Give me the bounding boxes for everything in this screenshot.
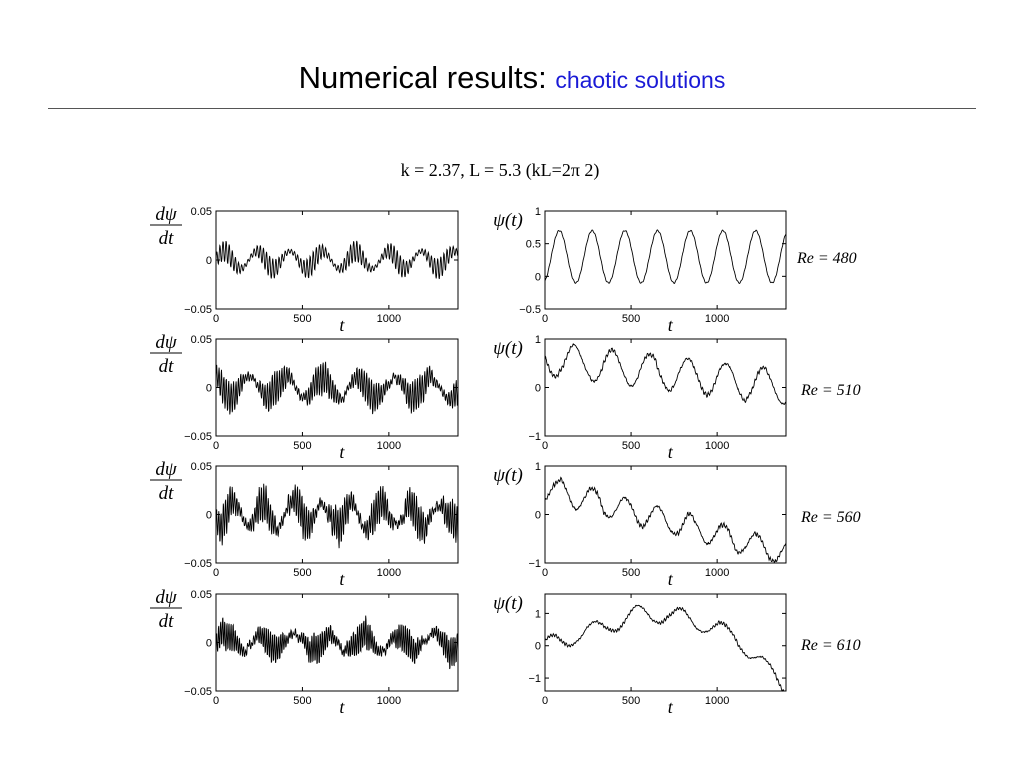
psi-panel-3-xtick-label: 1000 <box>705 567 729 579</box>
psi-panel-4-xtick-label: 500 <box>622 695 640 707</box>
dpsidt-panel-3-xtick-label: 0 <box>213 567 219 579</box>
psi-panel-1-data-line <box>544 229 787 285</box>
dpsidt-panel-1-data-line <box>215 240 459 280</box>
psi-panel-4-xlabel: t <box>668 697 674 717</box>
dpsidt-panel-2-xlabel: t <box>339 442 345 462</box>
dpsidt-panel-2-ytick-label: −0.05 <box>184 431 212 443</box>
psi-panel-2-ytick-label: 0 <box>535 383 541 395</box>
psi-panel-1-ylabel: ψ(t) <box>493 210 523 231</box>
psi-panel-3-xlabel: t <box>668 569 674 589</box>
psi-panel-1-xtick-label: 0 <box>542 313 548 325</box>
dpsidt-panel-2-xtick-label: 0 <box>213 440 219 452</box>
dpsidt-panel-3-xtick-label: 500 <box>293 567 311 579</box>
psi-panel-1-ytick-label: 0 <box>535 271 541 283</box>
psi-panel-3-xtick-label: 0 <box>542 567 548 579</box>
psi-panel-2-xlabel: t <box>668 442 674 462</box>
psi-panel-4-re-annotation: Re = 610 <box>800 637 861 654</box>
psi-panel-4-ytick-label: 1 <box>535 608 541 620</box>
psi-panel-1-ytick-label: 0.5 <box>526 239 541 251</box>
dpsidt-panel-1-xtick-label: 500 <box>293 313 311 325</box>
psi-panel-4-ytick-label: 0 <box>535 641 541 653</box>
dpsidt-panel-1-xlabel: t <box>339 315 345 335</box>
dpsidt-panel-2-xtick-label: 1000 <box>377 440 401 452</box>
psi-panel-1-xtick-label: 1000 <box>705 313 729 325</box>
psi-panel-4-ylabel: ψ(t) <box>493 593 523 614</box>
dpsidt-panel-4-ytick-label: −0.05 <box>184 686 212 698</box>
dpsidt-panel-1-ylabel-num: dψ <box>155 204 178 225</box>
psi-panel-2-data-line <box>544 342 787 405</box>
psi-panel-4-xtick-label: 0 <box>542 695 548 707</box>
psi-panel-4-ytick-label: −1 <box>528 673 541 685</box>
psi-panel-1-re-annotation: Re = 480 <box>796 250 857 267</box>
dpsidt-panel-4-xtick-label: 500 <box>293 695 311 707</box>
dpsidt-panel-3-xtick-label: 1000 <box>377 567 401 579</box>
dpsidt-panel-4-ytick-label: 0.05 <box>191 589 212 601</box>
psi-panel-1-axes-box <box>544 210 787 310</box>
dpsidt-panel-1-ytick-label: −0.05 <box>184 304 212 316</box>
psi-panel-3-ytick-label: −1 <box>528 558 541 570</box>
dpsidt-panel-1-ytick-label: 0.05 <box>191 206 212 218</box>
psi-panel-3-data-line <box>544 476 787 564</box>
dpsidt-panel-4-ytick-label: 0 <box>206 638 212 650</box>
psi-panel-3-axes-box <box>544 465 787 564</box>
title-divider <box>48 108 976 109</box>
dpsidt-panel-4-data-line <box>215 615 459 670</box>
title-main: Numerical results: <box>298 60 547 95</box>
dpsidt-panel-1-xtick-label: 0 <box>213 313 219 325</box>
psi-panel-1-xtick-label: 500 <box>622 313 640 325</box>
title-subtitle: chaotic solutions <box>555 67 726 93</box>
dpsidt-panel-1-ylabel-den: dt <box>159 228 175 249</box>
dpsidt-panel-4-xtick-label: 0 <box>213 695 219 707</box>
dpsidt-panel-3-xlabel: t <box>339 569 345 589</box>
dpsidt-panel-1-axes-box <box>215 210 459 310</box>
dpsidt-panel-3-ytick-label: −0.05 <box>184 558 212 570</box>
slide-title: Numerical results: chaotic solutions <box>0 60 1024 96</box>
dpsidt-panel-4-ylabel-num: dψ <box>155 587 178 608</box>
dpsidt-panel-2-data-line <box>215 361 459 415</box>
psi-panel-3-ytick-label: 0 <box>535 510 541 522</box>
dpsidt-panel-2-ylabel-den: dt <box>159 356 175 377</box>
dpsidt-panel-4-xlabel: t <box>339 697 345 717</box>
parameter-caption: k = 2.37, L = 5.3 (kL=2π 2) <box>400 160 600 180</box>
psi-panel-2-xtick-label: 0 <box>542 440 548 452</box>
psi-panel-1-xlabel: t <box>668 315 674 335</box>
psi-panel-3-re-annotation: Re = 560 <box>800 509 861 526</box>
dpsidt-panel-2-ylabel-num: dψ <box>155 332 178 353</box>
psi-panel-2-ytick-label: 1 <box>535 334 541 346</box>
dpsidt-panel-2-xtick-label: 500 <box>293 440 311 452</box>
dpsidt-panel-3-ylabel-den: dt <box>159 483 175 504</box>
dpsidt-panel-3-ytick-label: 0.05 <box>191 461 212 473</box>
psi-panel-3-ytick-label: 1 <box>535 461 541 473</box>
dpsidt-panel-1-xtick-label: 1000 <box>377 313 401 325</box>
dpsidt-panel-2-ytick-label: 0 <box>206 383 212 395</box>
dpsidt-panel-2-ytick-label: 0.05 <box>191 334 212 346</box>
psi-panel-4-xtick-label: 1000 <box>705 695 729 707</box>
dpsidt-panel-4-ylabel-den: dt <box>159 611 175 632</box>
dpsidt-panel-3-ytick-label: 0 <box>206 510 212 522</box>
dpsidt-panel-1-ytick-label: 0 <box>206 255 212 267</box>
psi-panel-2-re-annotation: Re = 510 <box>800 382 861 399</box>
psi-panel-2-xtick-label: 1000 <box>705 440 729 452</box>
psi-panel-2-ytick-label: −1 <box>528 431 541 443</box>
psi-panel-2-xtick-label: 500 <box>622 440 640 452</box>
psi-panel-3-ylabel: ψ(t) <box>493 465 523 486</box>
psi-panel-1-ytick-label: −0.5 <box>519 304 541 316</box>
dpsidt-panel-4-xtick-label: 1000 <box>377 695 401 707</box>
psi-panel-4-data-line <box>544 604 786 692</box>
dpsidt-panel-3-ylabel-num: dψ <box>155 459 178 480</box>
psi-panel-3-xtick-label: 500 <box>622 567 640 579</box>
psi-panel-4-axes-box <box>544 593 787 692</box>
psi-panel-1-ytick-label: 1 <box>535 206 541 218</box>
dpsidt-panel-3-data-line <box>215 483 459 549</box>
psi-panel-2-ylabel: ψ(t) <box>493 338 523 359</box>
